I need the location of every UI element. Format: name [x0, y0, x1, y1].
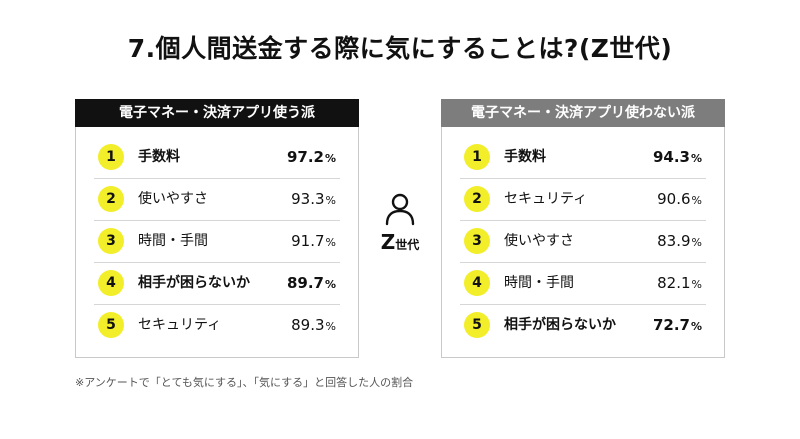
item-label: 手数料 — [504, 149, 546, 165]
item-label: 使いやすさ — [504, 233, 574, 249]
item-label: 時間・手間 — [504, 275, 574, 291]
panel-app-users: 電子マネー・決済アプリ使う派 1 手数料 97.2% 2 使いやすさ 93.3%… — [75, 99, 359, 358]
panel-header-non-app-users: 電子マネー・決済アプリ使わない派 — [441, 99, 725, 127]
page-title: 7.個人間送金する際に気にすることは?(Z世代) — [127, 34, 673, 63]
gen-z-label-small: 世代 — [395, 238, 420, 252]
item-value: 82.1% — [657, 263, 702, 305]
value-number: 89.3 — [291, 316, 325, 334]
value-unit: % — [690, 320, 702, 333]
rank-badge: 5 — [464, 312, 490, 338]
value-number: 91.7 — [291, 232, 325, 250]
value-number: 82.1 — [657, 274, 691, 292]
rank-badge: 4 — [98, 270, 124, 296]
value-number: 94.3 — [652, 148, 690, 166]
rank-badge: 1 — [98, 144, 124, 170]
item-label: セキュリティ — [138, 317, 222, 333]
ranking-row: 2 セキュリティ 90.6% — [460, 179, 706, 221]
ranking-row: 2 使いやすさ 93.3% — [94, 179, 340, 221]
rank-badge: 3 — [464, 228, 490, 254]
rank-badge: 2 — [98, 186, 124, 212]
item-value: 89.3% — [291, 305, 336, 347]
ranking-row: 5 相手が困らないか 72.7% — [460, 305, 706, 347]
item-value: 72.7% — [653, 305, 702, 347]
value-number: 93.3 — [291, 190, 325, 208]
rank-badge: 3 — [98, 228, 124, 254]
panel-header-app-users: 電子マネー・決済アプリ使う派 — [75, 99, 359, 127]
value-unit: % — [691, 236, 702, 249]
gen-z-label-main: Z — [380, 230, 396, 254]
item-label: 時間・手間 — [138, 233, 208, 249]
ranking-row: 4 時間・手間 82.1% — [460, 263, 706, 305]
value-unit: % — [324, 152, 336, 165]
ranking-row: 3 使いやすさ 83.9% — [460, 221, 706, 263]
item-label: 相手が困らないか — [504, 317, 616, 333]
value-unit: % — [325, 236, 336, 249]
ranking-list-non-app-users: 1 手数料 94.3% 2 セキュリティ 90.6% 3 使いやすさ 83.9%… — [442, 137, 724, 347]
item-label: 手数料 — [138, 149, 180, 165]
gen-z-label: Z世代 — [360, 230, 440, 257]
person-icon — [385, 193, 415, 226]
value-unit: % — [690, 152, 702, 165]
ranking-row: 4 相手が困らないか 89.7% — [94, 263, 340, 305]
value-number: 72.7 — [652, 316, 690, 334]
item-label: 相手が困らないか — [138, 275, 250, 291]
rank-badge: 2 — [464, 186, 490, 212]
value-unit: % — [325, 194, 336, 207]
rank-badge: 4 — [464, 270, 490, 296]
item-value: 97.2% — [287, 137, 336, 179]
panel-non-app-users: 電子マネー・決済アプリ使わない派 1 手数料 94.3% 2 セキュリティ 90… — [441, 99, 725, 358]
item-value: 83.9% — [657, 221, 702, 263]
value-number: 97.2 — [286, 148, 324, 166]
rank-badge: 5 — [98, 312, 124, 338]
value-unit: % — [691, 278, 702, 291]
item-value: 91.7% — [291, 221, 336, 263]
item-value: 93.3% — [291, 179, 336, 221]
footnote: ※アンケートで「とても気にする」、「気にする」と回答した人の割合 — [75, 376, 414, 389]
value-number: 83.9 — [657, 232, 691, 250]
ranking-list-app-users: 1 手数料 97.2% 2 使いやすさ 93.3% 3 時間・手間 91.7% … — [76, 137, 358, 347]
rank-badge: 1 — [464, 144, 490, 170]
value-unit: % — [325, 320, 336, 333]
item-label: 使いやすさ — [138, 191, 208, 207]
ranking-row: 1 手数料 94.3% — [460, 137, 706, 179]
ranking-row: 1 手数料 97.2% — [94, 137, 340, 179]
item-value: 94.3% — [653, 137, 702, 179]
ranking-row: 5 セキュリティ 89.3% — [94, 305, 340, 347]
value-unit: % — [324, 278, 336, 291]
value-number: 90.6 — [657, 190, 691, 208]
value-number: 89.7 — [286, 274, 324, 292]
ranking-row: 3 時間・手間 91.7% — [94, 221, 340, 263]
item-value: 90.6% — [657, 179, 702, 221]
gen-z-marker: Z世代 — [360, 192, 440, 257]
item-value: 89.7% — [287, 263, 336, 305]
value-unit: % — [691, 194, 702, 207]
item-label: セキュリティ — [504, 191, 588, 207]
